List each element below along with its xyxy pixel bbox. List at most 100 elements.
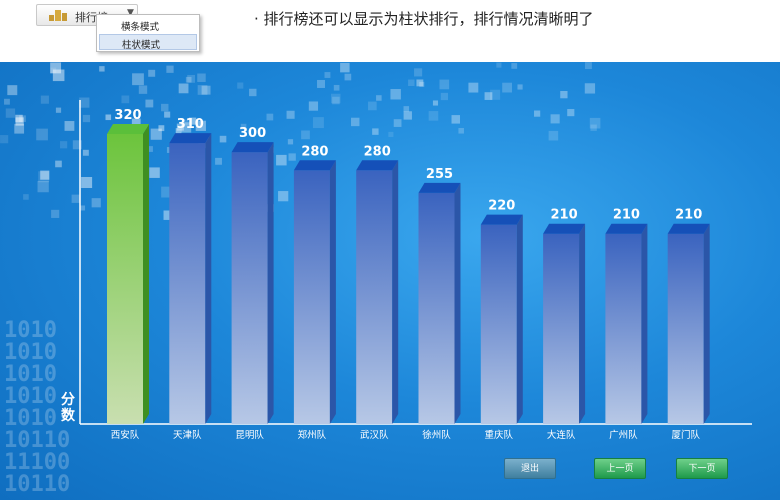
decor-square [91, 198, 101, 208]
decor-digits: 1010 [4, 384, 57, 409]
decor-square [201, 85, 211, 95]
decor-square [51, 209, 60, 218]
bar-value-label: 310 [177, 117, 204, 132]
bar-top [605, 223, 648, 234]
decor-square [368, 101, 377, 111]
bar [231, 152, 268, 424]
decor-square [148, 69, 156, 77]
decor-square [550, 114, 560, 124]
bar-group: 320 西安队 [107, 108, 149, 441]
bar-top [231, 142, 274, 153]
decor-square [414, 68, 423, 77]
decor-square [132, 73, 144, 86]
column-chart: 分 数 320 西安队 310 天津队 300 昆明队 280 郑州队 280 武汉队 255 徐州队… [61, 100, 752, 441]
decor-square [7, 85, 18, 96]
bar-group: 255 徐州队 [418, 167, 461, 441]
decor-square [180, 122, 192, 133]
decor-square [121, 95, 130, 104]
decor-square [189, 117, 197, 125]
podium-icon [49, 10, 67, 21]
decor-square [560, 90, 568, 99]
decor-square [37, 180, 49, 193]
bar-value-label: 300 [239, 126, 266, 141]
decor-square [14, 123, 25, 134]
decor-square [178, 83, 189, 94]
bar [543, 233, 580, 424]
decor-square [408, 79, 415, 86]
decor-square [82, 149, 89, 156]
bar-series: 320 西安队 310 天津队 300 昆明队 280 郑州队 280 武汉队 255 徐州队 220 重… [107, 108, 710, 441]
y-axis-label-char-1: 分 [61, 392, 75, 408]
menu-item-bar-mode[interactable]: 横条模式 [121, 22, 160, 33]
decor-digits: 1010 [4, 406, 57, 431]
view-mode-dropdown: 横条模式 柱状模式 [96, 14, 200, 52]
decor-square [99, 66, 105, 72]
bar [605, 233, 642, 424]
decor-square [419, 81, 425, 87]
menu-item-column-mode[interactable]: 柱状模式 [99, 34, 197, 51]
decor-square [185, 76, 192, 83]
bar-group: 210 大连队 [543, 208, 586, 441]
category-label: 昆明队 [235, 429, 264, 441]
category-label: 广州队 [609, 429, 638, 441]
bar-side [641, 223, 648, 424]
chart-panel: 1010 1010 1010 1010 1010 10110 11100 10110 分 数 … [0, 62, 780, 500]
bar-side [392, 160, 399, 424]
chevron-down-icon: ▼ [127, 8, 134, 18]
decor-square [324, 72, 331, 78]
category-label: 重庆队 [485, 429, 514, 441]
decor-square [584, 83, 596, 94]
bar-value-label: 280 [364, 144, 391, 159]
bar [293, 170, 330, 424]
decor-digits: 10110 [4, 428, 70, 453]
decor-square [266, 113, 274, 121]
bar-value-label: 320 [114, 108, 141, 123]
decor-square [195, 120, 206, 131]
decor-square [468, 82, 479, 93]
decor-square [60, 141, 68, 149]
decor-square [390, 89, 401, 100]
next-page-button[interactable]: 下一页 [676, 458, 728, 479]
decor-square [138, 85, 148, 94]
decor-square [340, 62, 350, 73]
bar [356, 170, 393, 424]
decor-square [38, 171, 50, 183]
decor-digits: 1010 [4, 362, 57, 387]
previous-page-button[interactable]: 上一页 [594, 458, 646, 479]
bar-top [480, 214, 523, 225]
bar-value-label: 255 [426, 167, 453, 182]
decor-square [330, 93, 341, 104]
decor-square [511, 63, 518, 69]
decor-square [105, 114, 112, 121]
decor-square [351, 117, 360, 127]
decor-square [81, 176, 93, 189]
decor-square [197, 73, 206, 82]
decor-square [287, 139, 294, 145]
decor-square [308, 101, 319, 111]
bar-group: 280 郑州队 [293, 144, 336, 441]
category-label: 郑州队 [298, 429, 327, 441]
decor-square [55, 160, 62, 168]
decor-square [344, 73, 352, 81]
decor-square [149, 167, 160, 178]
bar-value-label: 280 [301, 144, 328, 159]
bar-top [293, 160, 336, 171]
bar-top [356, 160, 399, 171]
decor-square [548, 130, 559, 141]
exit-button[interactable]: 退出 [504, 458, 556, 479]
decor-square [36, 128, 48, 141]
bar-value-label: 220 [488, 199, 515, 214]
decor-square [502, 82, 512, 93]
decor-square [0, 135, 9, 144]
decor-square [71, 194, 80, 203]
bar-top [418, 182, 461, 193]
bar-top [107, 124, 149, 134]
decor-square [376, 95, 382, 101]
bar [667, 233, 704, 424]
decor-square [4, 98, 10, 105]
y-axis-label-char-2: 数 [61, 407, 76, 424]
category-label: 武汉队 [360, 429, 389, 441]
category-label: 大连队 [547, 429, 576, 441]
decor-square [440, 92, 449, 101]
decor-square [249, 88, 257, 97]
